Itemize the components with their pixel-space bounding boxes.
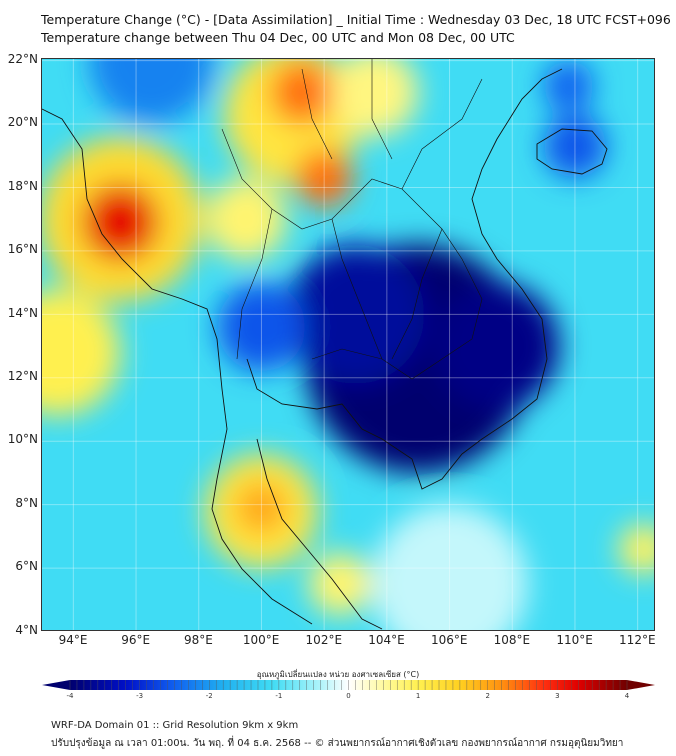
coastline-mainland	[42, 108, 313, 625]
title-line-2: Temperature change between Thu 04 Dec, 0…	[41, 30, 515, 45]
field-anomaly	[618, 523, 654, 575]
lon-label: 98°E	[183, 633, 213, 647]
field-anomaly	[89, 59, 215, 125]
lon-label: 100°E	[242, 633, 280, 647]
lon-label: 102°E	[305, 633, 343, 647]
lat-label: 18°N	[7, 178, 38, 193]
lon-label: 94°E	[58, 633, 88, 647]
border-lines	[221, 59, 483, 380]
lat-label: 16°N	[7, 242, 38, 257]
field-anomaly	[270, 60, 334, 125]
colorbar-tick-label: 1	[415, 692, 421, 700]
colorbar	[42, 680, 655, 690]
lat-label: 4°N	[15, 622, 38, 637]
lat-label: 14°N	[7, 305, 38, 320]
title-line-1: Temperature Change (°C) - [Data Assimila…	[41, 12, 671, 27]
field-anomaly	[371, 504, 528, 630]
lat-label: 22°N	[7, 52, 38, 66]
lat-label: 10°N	[7, 432, 38, 447]
lon-label: 104°E	[368, 633, 405, 647]
colorbar-tick-label: -2	[205, 692, 213, 700]
field-anomaly	[42, 288, 121, 416]
colorbar-tick-label: 2	[485, 692, 490, 700]
field-anomaly	[217, 282, 306, 372]
temperature-change-map	[41, 58, 655, 631]
lat-label: 12°N	[7, 369, 38, 383]
lon-label: 108°E	[493, 633, 531, 647]
lat-label: 8°N	[15, 495, 38, 510]
coastline-peninsula	[256, 438, 383, 630]
coastline-hainan	[536, 128, 608, 175]
lat-label: 6°N	[15, 559, 38, 574]
field-anomalies	[42, 59, 654, 630]
field-anomaly	[205, 177, 287, 261]
lon-label: 96°E	[121, 633, 151, 647]
coastline-gulf	[246, 68, 563, 490]
map-canvas	[42, 59, 654, 630]
field-anomaly	[433, 282, 560, 410]
colorbar-max-arrow	[627, 680, 655, 690]
colorbar-tick-label: -4	[66, 692, 74, 700]
field-anomaly	[543, 60, 594, 112]
field-anomaly	[82, 184, 158, 261]
lon-label: 112°E	[619, 633, 656, 647]
lat-label: 20°N	[7, 115, 38, 130]
colorbar-tick-label: 3	[555, 692, 560, 700]
footer-model-info: WRF-DA Domain 01 :: Grid Resolution 9km …	[51, 720, 299, 731]
coastlines-borders	[42, 59, 608, 630]
colorbar-label: อุณหภูมิเปลี่ยนแปลง หน่วย องศาเซลเซียส (…	[256, 670, 420, 679]
field-anomaly	[295, 149, 353, 207]
colorbar-tick-label: 0	[346, 692, 351, 700]
lon-label: 110°E	[556, 633, 593, 647]
footer-update-info: ปรับปรุงข้อมูล ณ เวลา 01:00น. วัน พฤ. ที…	[51, 738, 624, 749]
field-anomaly	[330, 59, 419, 137]
colorbar-min-arrow	[42, 680, 70, 690]
colorbar-tick-label: -1	[275, 692, 283, 700]
field-anomaly	[236, 482, 287, 534]
colorbar-tick-label: 4	[624, 692, 630, 700]
lon-label: 106°E	[430, 633, 468, 647]
graticule	[42, 59, 654, 630]
colorbar-tick-label: -3	[136, 692, 144, 700]
field-anomaly	[286, 244, 425, 385]
field-anomaly	[308, 552, 372, 616]
